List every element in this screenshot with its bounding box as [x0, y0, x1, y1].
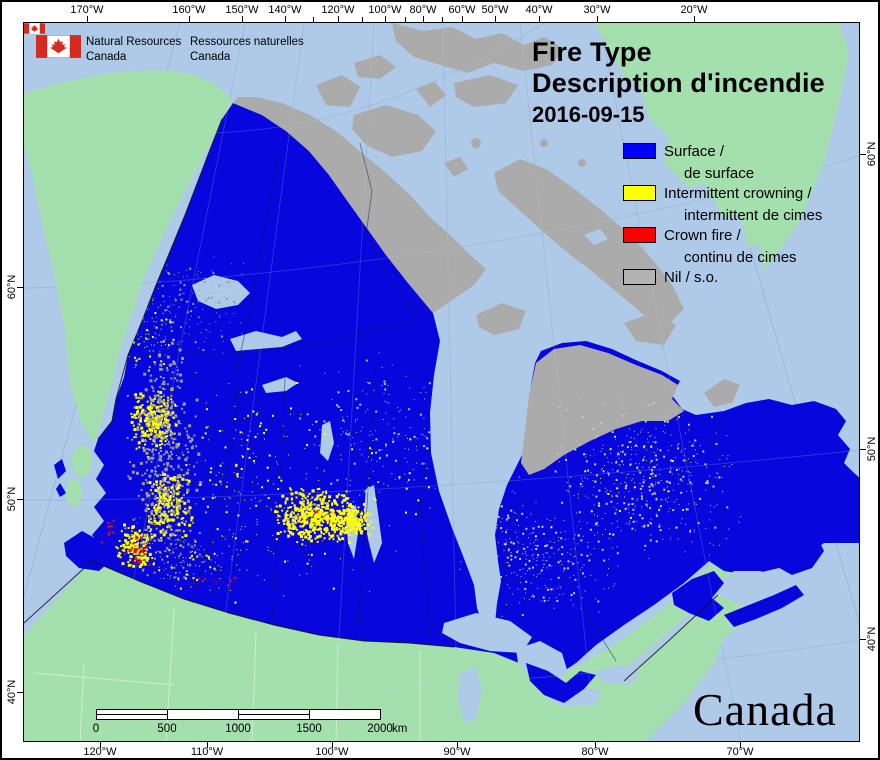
axis-label: 140°W — [268, 4, 302, 16]
axis-tick — [285, 16, 286, 22]
surface-swatch — [623, 143, 656, 159]
axis-tick — [313, 17, 314, 22]
axis-tick — [495, 16, 496, 22]
axis-tick — [362, 17, 363, 22]
pacific-islands-region — [54, 459, 114, 571]
axis-label: 70°W — [726, 746, 754, 758]
axis-tick — [100, 742, 101, 748]
axis-tick — [17, 499, 23, 500]
map-frame: Natural Resources Canada Ressources natur… — [23, 22, 860, 742]
scale-bar — [96, 709, 381, 720]
axis-tick — [207, 742, 208, 748]
wordmark-flag-icon — [24, 23, 45, 34]
map-title-fr: Description d'incendie — [532, 68, 825, 98]
logo-text-en: Natural Resources Canada — [86, 36, 182, 63]
axis-label: 150°W — [225, 4, 259, 16]
crown-swatch — [623, 227, 656, 243]
newfoundland-region — [766, 528, 824, 575]
axis-label: 40°W — [525, 4, 553, 16]
axis-label: 160°W — [172, 4, 206, 16]
axis-label: 80°W — [581, 746, 609, 758]
axis-label: 60°W — [448, 4, 476, 16]
axis-tick — [17, 287, 23, 288]
scale-bar-unit: km — [392, 723, 408, 735]
axis-tick — [17, 692, 23, 693]
alaska-panhandle-islands — [66, 445, 92, 507]
canada-flag-icon — [36, 35, 81, 58]
map-date: 2016-09-15 — [532, 102, 645, 127]
axis-tick — [462, 16, 463, 22]
axis-tick — [442, 17, 443, 22]
axis-label: 100°W — [368, 4, 402, 16]
axis-tick — [242, 16, 243, 22]
axis-tick — [332, 742, 333, 748]
axis-label: 20°W — [680, 4, 708, 16]
canada-fire-map — [24, 23, 859, 741]
scale-bar-number: 500 — [157, 723, 177, 735]
international-borders — [24, 118, 719, 682]
axis-tick — [423, 16, 424, 22]
axis-tick — [860, 639, 866, 640]
axis-label: 50°W — [481, 4, 509, 16]
axis-label: 40°N — [866, 626, 878, 652]
nova-scotia-region — [724, 585, 804, 627]
legend-item-crown: Crown fire / continu de cimes — [623, 227, 859, 267]
axis-label: 120°W — [321, 4, 355, 16]
canada-wordmark: Canada — [693, 684, 837, 735]
scale-bar-number: 1000 — [225, 723, 251, 735]
scale-bar-number: 0 — [92, 723, 100, 735]
legend-item-nil: Nil / s.o. — [623, 269, 859, 309]
axis-label: 90°W — [443, 746, 471, 758]
provincial-borders — [128, 142, 727, 662]
intermittent-swatch — [623, 185, 656, 201]
alaska-landmass — [24, 70, 236, 444]
nil-swatch — [623, 269, 656, 285]
axis-tick — [694, 16, 695, 22]
axis-label: 60°N — [866, 141, 878, 167]
southern-ontario-region — [526, 663, 596, 703]
axis-tick — [189, 16, 190, 22]
map-title-en: Fire Type — [532, 37, 652, 67]
graticule-overlay — [24, 23, 859, 741]
axis-label: 120°W — [83, 746, 117, 758]
legend-item-intermittent: Intermittent crowning / intermittent de … — [623, 185, 859, 225]
axis-tick — [87, 16, 88, 22]
axis-label: 100°W — [315, 746, 349, 758]
greenland-landmass — [594, 23, 849, 271]
greenland-islets — [724, 85, 792, 125]
logo-text-fr: Ressources naturelles Canada — [190, 36, 304, 63]
axis-label: 170°W — [70, 4, 104, 16]
axis-tick — [860, 449, 866, 450]
labrador-coast-nil — [704, 379, 740, 407]
axis-tick — [860, 154, 866, 155]
axis-tick — [457, 742, 458, 748]
axis-tick — [405, 17, 406, 22]
axis-tick — [595, 742, 596, 748]
axis-label: 110°W — [190, 746, 224, 758]
scale-bar-number: 2000 — [367, 723, 393, 735]
axis-tick — [338, 16, 339, 22]
axis-label: 30°W — [583, 4, 611, 16]
ungava-nil-region — [521, 345, 684, 475]
tundra-nil-region — [233, 97, 486, 313]
axis-tick — [740, 742, 741, 748]
legend-item-surface: Surface / de surface — [623, 143, 859, 183]
axis-tick — [385, 16, 386, 22]
fire-speckles — [100, 256, 742, 617]
axis-label: 80°W — [409, 4, 437, 16]
us-state-lines — [33, 608, 421, 741]
axis-tick — [597, 16, 598, 22]
axis-tick — [539, 16, 540, 22]
scale-bar-number: 1500 — [296, 723, 322, 735]
new-brunswick-gaspe-region — [672, 571, 724, 621]
axis-label: 50°N — [866, 436, 878, 462]
